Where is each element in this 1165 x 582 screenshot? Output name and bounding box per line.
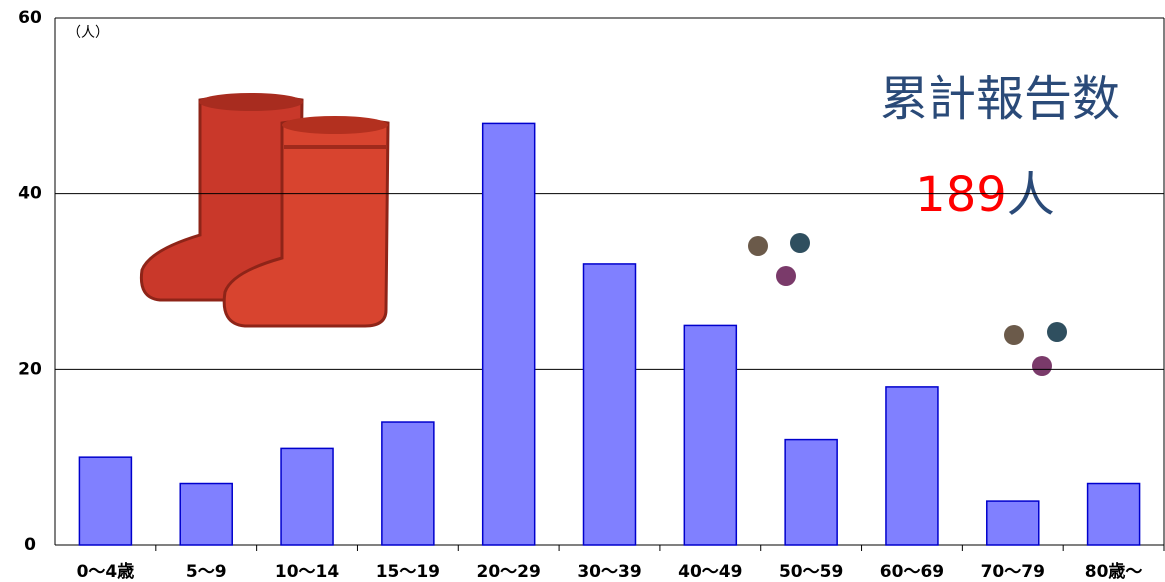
bar: [584, 264, 636, 545]
x-tick-label: 20〜29: [477, 562, 541, 582]
total-text: 189人: [915, 167, 1055, 223]
bar: [886, 387, 938, 545]
x-tick-label: 60〜69: [880, 562, 944, 582]
bar: [483, 123, 535, 545]
bar: [382, 422, 434, 545]
bar: [180, 484, 232, 545]
chart: （人） 累計報告数 189人 0 20 40 60 0〜4歳 5〜9 10〜14 15〜19 2…: [0, 0, 1165, 582]
boots-illustration: [141, 93, 388, 326]
x-tick-label: 80歳〜: [1085, 561, 1143, 582]
x-tick-label: 0〜4歳: [77, 561, 135, 582]
x-tick-label: 30〜39: [577, 562, 641, 582]
bar: [79, 457, 131, 545]
bar: [684, 325, 736, 545]
y-tick-label: 60: [18, 8, 42, 28]
x-tick-label: 5〜9: [186, 562, 227, 582]
x-tick-label: 50〜59: [779, 562, 843, 582]
y-tick-label: 20: [18, 359, 42, 379]
y-unit-label: （人）: [67, 25, 109, 41]
y-tick-label: 40: [18, 184, 42, 204]
germ-illustration: [748, 233, 1067, 376]
x-tick-label: 40〜49: [678, 562, 742, 582]
x-tick-label: 10〜14: [275, 562, 339, 582]
bar: [987, 501, 1039, 545]
total-unit: 人: [1007, 167, 1055, 223]
bar: [281, 448, 333, 545]
total-value: 189: [915, 167, 1007, 223]
bar: [1088, 484, 1140, 545]
x-tick-label: 70〜79: [981, 562, 1045, 582]
y-tick-label: 0: [24, 535, 36, 555]
bar: [785, 440, 837, 545]
annotation: 累計報告数: [880, 71, 1120, 127]
x-tick-label: 15〜19: [376, 562, 440, 582]
